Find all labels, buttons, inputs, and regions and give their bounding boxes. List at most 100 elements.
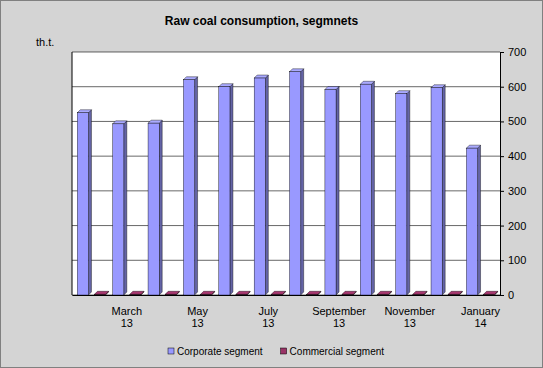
tick: March13 [112,295,143,329]
bar-front [360,84,371,295]
tick-label: March13 [112,305,143,330]
tick: May13 [187,295,208,329]
bar-top [396,91,410,94]
bar [148,120,162,295]
bar [431,85,445,295]
bar-top [201,291,215,294]
bar-side [159,120,162,295]
bar [113,121,127,295]
bar-top [290,69,304,72]
tick-label: 400 [508,150,526,162]
frame-line [72,52,73,295]
tick: 500 [500,115,526,127]
legend-label: Corporate segment [177,346,263,357]
legend-swatch [281,348,287,354]
x-axis: March13May13July13September13November13J… [73,295,501,329]
bar-top [94,291,108,294]
bar-top [377,291,391,294]
bar-front [290,72,301,295]
tick: 200 [500,220,526,232]
bar-front [484,294,495,295]
legend-swatch [168,348,174,354]
bar [307,291,321,295]
bar-top [307,291,321,294]
legend-item: Commercial segment [281,346,385,357]
bar-front [377,294,388,295]
bar-side [301,69,304,295]
bar-side [407,91,410,295]
legend-label: Commercial segment [290,346,385,357]
bar-front [325,89,336,295]
bar-front [113,124,124,295]
bar-front [431,88,442,295]
bar [77,110,91,295]
legend: Corporate segment Commercial segment [168,346,384,357]
bar-front [448,294,459,295]
tick-label: May13 [187,305,208,330]
chart: 0 100 200 300 400 500 600 700 March13 May13 July13… [0,0,543,368]
bar [360,81,374,295]
bar [201,291,215,295]
bar-top [236,291,250,294]
bar [130,291,144,295]
bar-top [165,291,179,294]
bar-front [201,294,212,295]
bar-front [271,294,282,295]
bar-front [77,113,88,295]
bar [484,291,498,295]
bar-top [484,291,498,294]
tick: 300 [500,185,526,197]
bar-top [413,291,427,294]
bar [448,291,462,295]
bar-top [431,85,445,88]
tick-mark [500,87,504,88]
axis-line [73,295,501,296]
y-axis: 0 100 200 300 400 500 600 700 [500,46,526,301]
tick: July13 [259,295,279,329]
bar [290,69,304,295]
tick-label: July13 [259,305,279,330]
bar-front [183,80,194,295]
tick-mark [500,226,504,227]
bar [466,145,480,295]
tick-label: January14 [461,305,501,330]
bar [271,291,285,295]
bar-front [254,78,265,295]
bar-front [94,294,105,295]
bar-front [396,94,407,295]
bar-top [360,81,374,84]
tick: 100 [500,254,526,266]
tick-mark [500,52,504,53]
tick-mark [500,121,504,122]
tick: September13 [312,295,366,329]
bar-front [148,123,159,295]
series [77,69,480,295]
bar-front [342,294,353,295]
bar-front [466,148,477,295]
bar-side [88,110,91,295]
tick-label: 600 [508,81,526,93]
bar-side [336,86,339,295]
bar-side [265,75,268,295]
title: Raw coal consumption, segmnets [165,14,359,28]
bar-top [219,84,233,87]
bar-top [325,86,339,89]
bar-top [130,291,144,294]
bar-top [448,291,462,294]
bar-side [371,81,374,295]
bar-side [478,145,481,295]
bar [377,291,391,295]
axis-line [501,53,505,296]
tick-label: 700 [508,46,526,58]
tick: 700 [500,46,526,58]
bar [342,291,356,295]
tick-mark [500,191,504,192]
bar [236,291,250,295]
bar-top [77,110,91,113]
bar [94,291,108,295]
tick: 0 [500,289,514,301]
series [94,291,497,295]
bar [396,91,410,295]
bar [413,291,427,295]
bar-front [130,294,141,295]
